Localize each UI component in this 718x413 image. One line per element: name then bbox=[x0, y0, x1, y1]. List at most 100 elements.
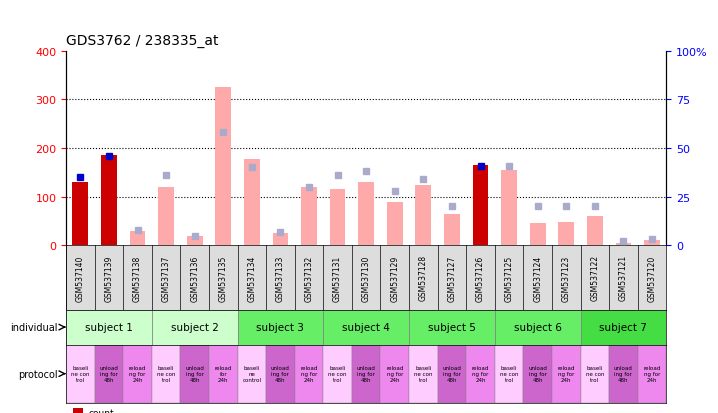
Text: GSM537130: GSM537130 bbox=[362, 254, 370, 301]
Bar bbox=[238, 345, 266, 403]
Text: baseli
ne con
trol: baseli ne con trol bbox=[71, 366, 90, 382]
Bar bbox=[501, 171, 517, 246]
Bar bbox=[416, 185, 432, 246]
Text: GSM537126: GSM537126 bbox=[476, 255, 485, 301]
Bar bbox=[466, 345, 495, 403]
Bar bbox=[559, 223, 574, 246]
Text: subject 1: subject 1 bbox=[85, 322, 133, 332]
Bar bbox=[495, 345, 523, 403]
Text: GSM537133: GSM537133 bbox=[276, 254, 285, 301]
Text: reload
ng for
24h: reload ng for 24h bbox=[300, 366, 317, 382]
Bar bbox=[409, 310, 495, 345]
Text: individual: individual bbox=[10, 322, 57, 332]
Text: GSM537123: GSM537123 bbox=[561, 255, 571, 301]
Bar bbox=[615, 243, 631, 246]
Bar bbox=[587, 216, 602, 246]
Text: GSM537136: GSM537136 bbox=[190, 254, 199, 301]
Bar bbox=[73, 183, 88, 246]
Text: GSM537122: GSM537122 bbox=[590, 255, 600, 301]
Text: GSM537138: GSM537138 bbox=[133, 255, 142, 301]
Bar bbox=[581, 345, 609, 403]
Bar bbox=[123, 345, 151, 403]
Text: reload
ng for
24h: reload ng for 24h bbox=[558, 366, 575, 382]
Text: unload
ing for
48h: unload ing for 48h bbox=[528, 366, 547, 382]
Bar bbox=[301, 188, 317, 246]
Text: GSM537140: GSM537140 bbox=[76, 254, 85, 301]
Text: GDS3762 / 238335_at: GDS3762 / 238335_at bbox=[66, 34, 218, 48]
Bar bbox=[101, 156, 117, 246]
Bar bbox=[244, 159, 260, 246]
Bar bbox=[444, 214, 460, 246]
Bar bbox=[552, 345, 581, 403]
Bar bbox=[530, 224, 546, 246]
Bar bbox=[187, 236, 202, 246]
Bar bbox=[151, 345, 180, 403]
Text: reload
ng for
24h: reload ng for 24h bbox=[386, 366, 404, 382]
Text: GSM537129: GSM537129 bbox=[391, 255, 399, 301]
Bar bbox=[609, 345, 638, 403]
Bar bbox=[151, 310, 238, 345]
Bar bbox=[95, 345, 123, 403]
Text: subject 5: subject 5 bbox=[428, 322, 476, 332]
Text: GSM537127: GSM537127 bbox=[447, 255, 457, 301]
Text: reload
ng for
24h: reload ng for 24h bbox=[472, 366, 489, 382]
Text: unload
ing for
48h: unload ing for 48h bbox=[442, 366, 462, 382]
Text: subject 7: subject 7 bbox=[600, 322, 648, 332]
Text: baseli
ne con
trol: baseli ne con trol bbox=[586, 366, 604, 382]
Text: subject 4: subject 4 bbox=[342, 322, 390, 332]
Bar bbox=[495, 310, 581, 345]
Bar bbox=[180, 345, 209, 403]
Bar bbox=[238, 310, 323, 345]
Text: baseli
ne con
trol: baseli ne con trol bbox=[157, 366, 175, 382]
Text: GSM537125: GSM537125 bbox=[505, 255, 513, 301]
Text: unload
ing for
48h: unload ing for 48h bbox=[357, 366, 376, 382]
Bar bbox=[66, 345, 95, 403]
Bar bbox=[158, 188, 174, 246]
Text: GSM537135: GSM537135 bbox=[219, 254, 228, 301]
Text: GSM537124: GSM537124 bbox=[533, 255, 542, 301]
Bar bbox=[472, 166, 488, 246]
Text: protocol: protocol bbox=[18, 369, 57, 379]
Bar bbox=[330, 190, 345, 246]
Bar bbox=[266, 345, 294, 403]
Text: baseli
ne con
trol: baseli ne con trol bbox=[414, 366, 433, 382]
Text: GSM537128: GSM537128 bbox=[419, 255, 428, 301]
Bar bbox=[644, 241, 660, 246]
Text: subject 2: subject 2 bbox=[171, 322, 218, 332]
Text: unload
ing for
48h: unload ing for 48h bbox=[100, 366, 118, 382]
Bar bbox=[323, 345, 352, 403]
Bar bbox=[409, 345, 438, 403]
Text: unload
ing for
48h: unload ing for 48h bbox=[271, 366, 290, 382]
Text: baseli
ne con
trol: baseli ne con trol bbox=[328, 366, 347, 382]
Text: GSM537121: GSM537121 bbox=[619, 255, 628, 301]
Bar bbox=[581, 310, 666, 345]
Text: GSM537134: GSM537134 bbox=[247, 254, 256, 301]
Text: baseli
ne
control: baseli ne control bbox=[243, 366, 261, 382]
Text: GSM537139: GSM537139 bbox=[104, 254, 113, 301]
Text: unload
ing for
48h: unload ing for 48h bbox=[614, 366, 633, 382]
Bar bbox=[638, 345, 666, 403]
Bar bbox=[358, 183, 374, 246]
Bar bbox=[273, 234, 289, 246]
Text: subject 6: subject 6 bbox=[514, 322, 561, 332]
Text: GSM537137: GSM537137 bbox=[162, 254, 171, 301]
Bar bbox=[438, 345, 466, 403]
Text: GSM537132: GSM537132 bbox=[304, 255, 314, 301]
Bar bbox=[130, 231, 145, 246]
Text: reload
for
24h: reload for 24h bbox=[215, 366, 232, 382]
Bar bbox=[323, 310, 409, 345]
Bar bbox=[215, 88, 231, 246]
Text: subject 3: subject 3 bbox=[256, 322, 304, 332]
Bar bbox=[294, 345, 323, 403]
Bar bbox=[523, 345, 552, 403]
Text: baseli
ne con
trol: baseli ne con trol bbox=[500, 366, 518, 382]
Bar bbox=[66, 310, 151, 345]
Bar bbox=[381, 345, 409, 403]
Text: GSM537120: GSM537120 bbox=[648, 255, 656, 301]
Text: unload
ing for
48h: unload ing for 48h bbox=[185, 366, 204, 382]
Text: count: count bbox=[88, 408, 114, 413]
Bar bbox=[209, 345, 238, 403]
Text: GSM537131: GSM537131 bbox=[333, 255, 342, 301]
Text: reload
ng for
24h: reload ng for 24h bbox=[129, 366, 146, 382]
Text: reload
ng for
24h: reload ng for 24h bbox=[643, 366, 661, 382]
